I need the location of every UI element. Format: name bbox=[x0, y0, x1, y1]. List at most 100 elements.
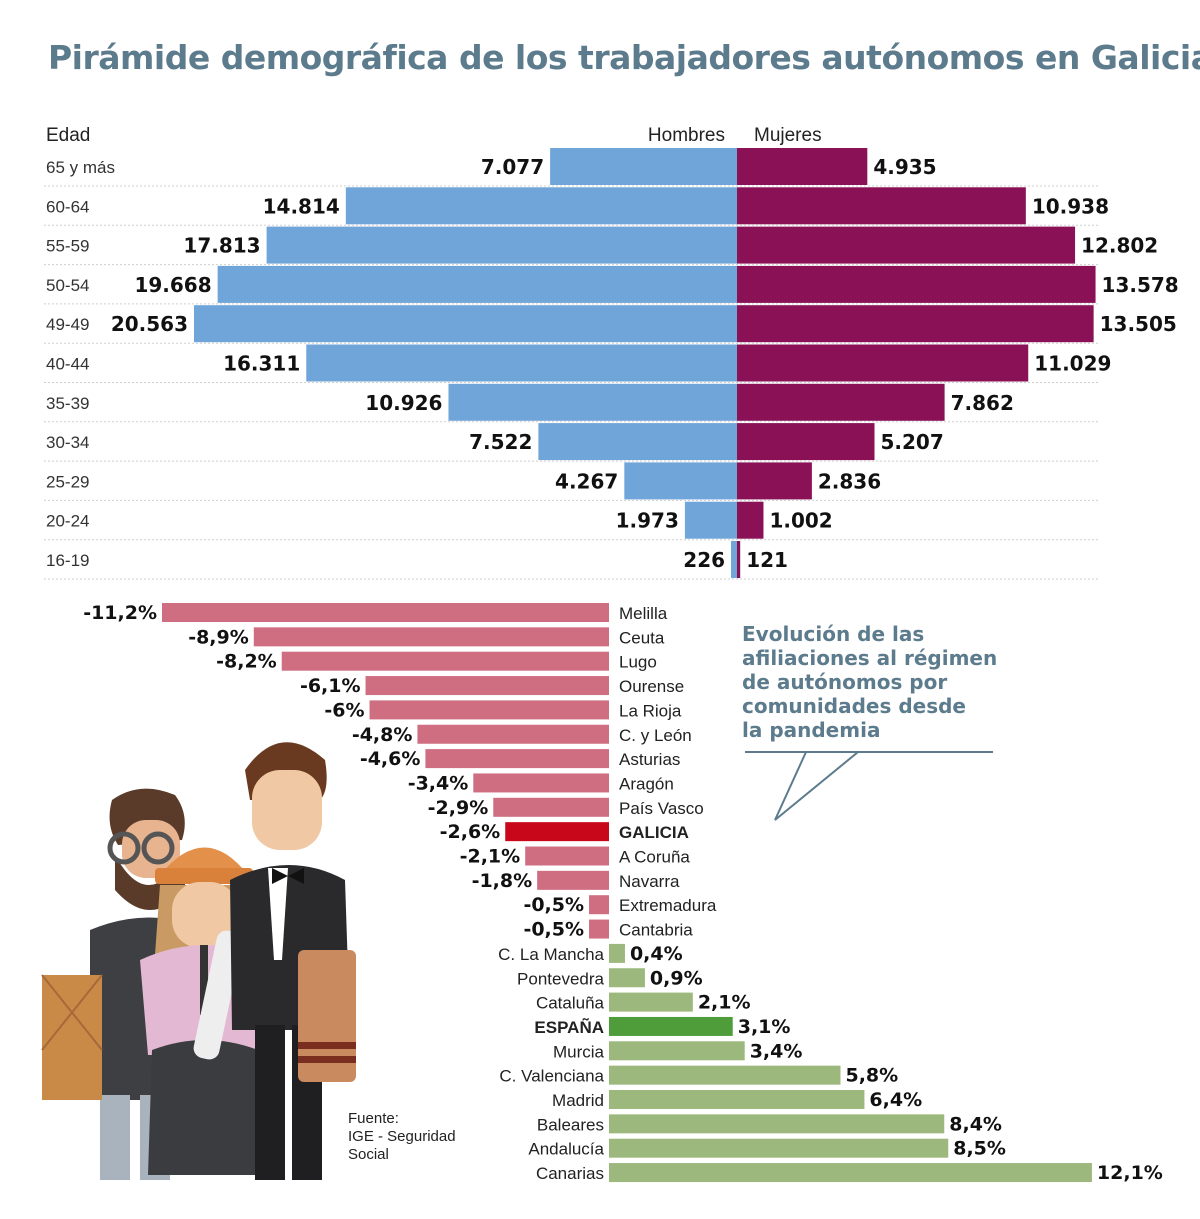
data-label-hombres: 1.973 bbox=[616, 509, 679, 533]
region-bar bbox=[162, 603, 609, 622]
region-bar bbox=[493, 797, 609, 817]
region-value-label: -8,9% bbox=[188, 626, 249, 648]
region-bar bbox=[609, 1138, 949, 1158]
region-name-label: Andalucía bbox=[528, 1140, 604, 1159]
age-tick-label: 65 y más bbox=[46, 158, 115, 177]
data-label-mujeres: 4.935 bbox=[873, 155, 936, 179]
data-label-mujeres: 13.505 bbox=[1100, 312, 1177, 336]
region-bar bbox=[609, 968, 645, 988]
age-tick-label: 50-54 bbox=[46, 276, 89, 295]
bar-mujeres bbox=[737, 462, 812, 500]
region-name-label: Lugo bbox=[619, 653, 657, 672]
age-tick-label: 25-29 bbox=[46, 472, 89, 491]
regions-bar-chart: -11,2% Melilla -8,9% Ceuta -8,2% Lugo -6,1% Our… bbox=[83, 602, 1163, 1184]
regions-chart-title: Evolución de las afiliaciones al régimen… bbox=[742, 622, 1042, 742]
data-label-hombres: 7.077 bbox=[481, 155, 544, 179]
region-value-label: 8,4% bbox=[949, 1113, 1002, 1135]
workers-illustration bbox=[41, 742, 356, 1180]
region-bar bbox=[609, 1065, 841, 1085]
region-name-label: Navarra bbox=[619, 872, 680, 891]
region-name-label: Baleares bbox=[537, 1115, 604, 1134]
data-label-hombres: 14.814 bbox=[263, 194, 340, 218]
region-name-label: País Vasco bbox=[619, 799, 704, 818]
region-bar bbox=[473, 773, 609, 793]
age-tick-label: 30-34 bbox=[46, 433, 89, 452]
region-name-label: C. Valenciana bbox=[499, 1067, 604, 1086]
bar-hombres bbox=[624, 462, 737, 500]
data-label-mujeres: 10.938 bbox=[1032, 194, 1109, 218]
bar-hombres bbox=[194, 305, 737, 343]
region-name-label: Asturias bbox=[619, 750, 680, 769]
region-bar bbox=[589, 895, 609, 915]
source-note: Fuente: IGE - Seguridad Social bbox=[348, 1110, 478, 1164]
callout-line: la pandemia bbox=[742, 718, 881, 742]
region-name-label: Aragón bbox=[619, 774, 674, 793]
region-name-label: Madrid bbox=[552, 1091, 604, 1110]
region-name-label: Pontevedra bbox=[517, 969, 604, 988]
data-label-hombres: 226 bbox=[683, 548, 725, 572]
source-line: Social bbox=[348, 1146, 389, 1163]
region-bar bbox=[525, 846, 609, 866]
bar-mujeres bbox=[737, 344, 1029, 382]
age-tick-label: 20-24 bbox=[46, 512, 89, 531]
region-value-label: -6% bbox=[324, 699, 364, 721]
region-value-label: -8,2% bbox=[216, 651, 277, 673]
bar-hombres bbox=[217, 265, 737, 303]
data-label-mujeres: 11.029 bbox=[1034, 352, 1111, 376]
source-line: IGE - Seguridad bbox=[348, 1128, 456, 1145]
waiter-worker-figure bbox=[230, 742, 356, 1180]
callout-line: de autónomos por bbox=[742, 670, 948, 694]
data-label-hombres: 17.813 bbox=[183, 234, 260, 258]
region-value-label: -2,6% bbox=[440, 821, 501, 843]
region-bar bbox=[281, 651, 609, 671]
chart-title: Pirámide demográfica de los trabajadores… bbox=[48, 38, 1200, 77]
region-bar bbox=[537, 870, 609, 890]
region-value-label: 2,1% bbox=[698, 992, 751, 1014]
age-tick-label: 40-44 bbox=[46, 355, 89, 374]
callout-line: Evolución de las bbox=[742, 622, 925, 646]
data-label-hombres: 4.267 bbox=[555, 469, 618, 493]
bar-hombres bbox=[448, 383, 737, 421]
bar-mujeres bbox=[737, 305, 1094, 343]
data-label-hombres: 10.926 bbox=[365, 391, 442, 415]
callout-line: comunidades desde bbox=[742, 694, 966, 718]
region-value-label: -4,8% bbox=[352, 724, 413, 746]
region-bar bbox=[365, 676, 609, 696]
age-tick-label: 35-39 bbox=[46, 394, 89, 413]
callout-pointer bbox=[745, 751, 993, 821]
bar-mujeres bbox=[737, 226, 1076, 264]
region-bar bbox=[505, 822, 609, 842]
region-value-label: -0,5% bbox=[523, 894, 584, 916]
age-tick-label: 60-64 bbox=[46, 197, 89, 216]
data-label-hombres: 16.311 bbox=[223, 352, 300, 376]
data-label-mujeres: 13.578 bbox=[1102, 273, 1179, 297]
region-name-label: A Coruña bbox=[619, 848, 690, 867]
region-bar bbox=[609, 1016, 733, 1036]
bar-hombres bbox=[538, 423, 737, 461]
data-label-mujeres: 12.802 bbox=[1081, 234, 1158, 258]
region-name-label: Ceuta bbox=[619, 628, 665, 647]
data-label-mujeres: 5.207 bbox=[880, 430, 943, 454]
region-name-label: Murcia bbox=[553, 1042, 605, 1061]
region-bar bbox=[609, 992, 693, 1012]
region-value-label: -2,9% bbox=[428, 797, 489, 819]
region-name-label: C. y León bbox=[619, 726, 692, 745]
bar-hombres bbox=[731, 541, 737, 578]
region-name-label: C. La Mancha bbox=[498, 945, 604, 964]
data-label-mujeres: 121 bbox=[746, 548, 788, 572]
bar-mujeres bbox=[737, 265, 1096, 303]
bar-hombres bbox=[266, 226, 737, 264]
legend-hombres: Hombres bbox=[648, 125, 725, 146]
data-label-hombres: 19.668 bbox=[134, 273, 211, 297]
age-tick-label: 49-49 bbox=[46, 315, 89, 334]
region-value-label: -4,6% bbox=[360, 748, 421, 770]
region-bar bbox=[609, 1090, 865, 1109]
region-name-label: Extremadura bbox=[619, 896, 717, 915]
region-value-label: 6,4% bbox=[869, 1089, 922, 1111]
region-name-label: Cantabria bbox=[619, 921, 693, 940]
bar-hombres bbox=[306, 344, 737, 382]
bar-mujeres bbox=[737, 383, 945, 421]
age-tick-label: 55-59 bbox=[46, 237, 89, 256]
region-bar bbox=[609, 1163, 1092, 1183]
